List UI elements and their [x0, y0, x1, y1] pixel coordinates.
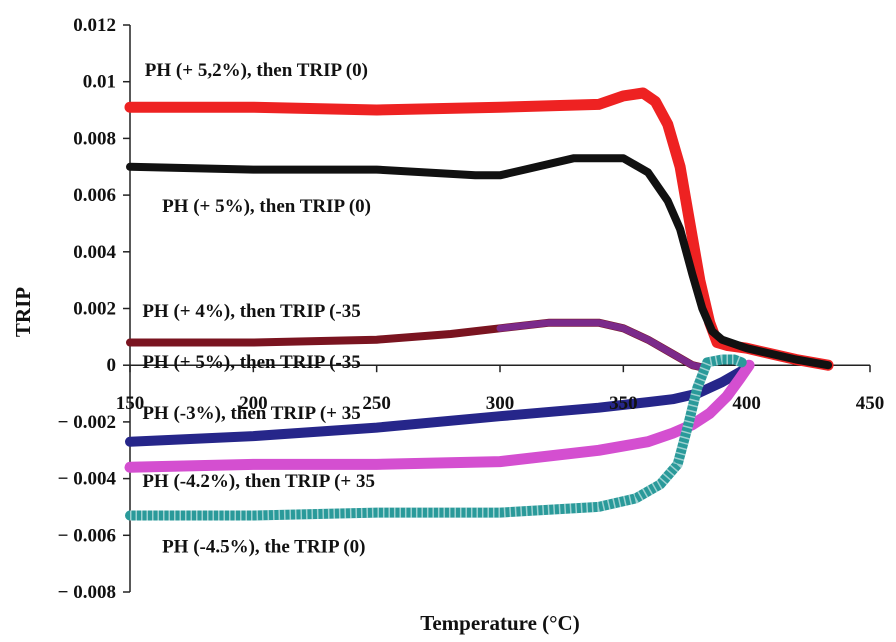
x-tick-label: 250 — [362, 393, 391, 414]
series-line-1 — [124, 87, 834, 371]
y-tick-label: − 0.008 — [58, 582, 116, 603]
series-line-6 — [124, 359, 755, 473]
series-annotation-4: PH (+ 5%), then TRIP (-35 — [142, 352, 360, 373]
series-line-5 — [125, 365, 747, 447]
y-tick-label: 0.008 — [73, 128, 116, 149]
series-line-7 — [125, 354, 747, 521]
x-axis-title: Temperature (°C) — [420, 611, 579, 635]
series-annotation-1: PH (+ 5,2%), then TRIP (0) — [145, 60, 368, 81]
y-tick-label: 0.004 — [73, 242, 116, 263]
x-tick-label: 200 — [239, 393, 268, 414]
annotation-layer: PH (+ 5,2%), then TRIP (0) PH (+ 5%), the… — [142, 60, 375, 557]
series-line-2 — [126, 154, 833, 370]
x-tick-label: 400 — [732, 393, 761, 414]
y-axis-title: TRIP — [11, 287, 35, 337]
series-annotation-6: PH (-4.2%), then TRIP (+ 35 — [142, 471, 375, 492]
y-tick-label: 0.002 — [73, 299, 116, 320]
series-annotation-7: PH (-4.5%), the TRIP (0) — [162, 536, 365, 557]
x-tick-label: 150 — [116, 393, 145, 414]
series-layer — [124, 87, 834, 521]
y-tick-label: 0.01 — [83, 72, 116, 93]
x-tick-label: 450 — [856, 393, 885, 414]
y-tick-label: − 0.002 — [58, 412, 116, 433]
x-tick-label: 300 — [486, 393, 515, 414]
series-line-4 — [496, 319, 709, 372]
y-tick-label: − 0.004 — [58, 469, 117, 490]
y-tick-label: − 0.006 — [58, 525, 116, 546]
series-annotation-5: PH (-3%), then TRIP (+ 35 — [142, 403, 360, 424]
y-tick-label: 0.006 — [73, 185, 116, 206]
series-annotation-2: PH (+ 5%), then TRIP (0) — [162, 196, 371, 217]
x-tick-label: 350 — [609, 393, 638, 414]
y-tick-label: 0.012 — [73, 15, 116, 36]
y-tick-label: 0 — [107, 355, 117, 376]
tick-label-layer: 0.012 0.01 0.008 0.006 0.004 0.002 0 − 0.002 − 0… — [58, 15, 885, 603]
series-annotation-3: PH (+ 4%), then TRIP (-35 — [142, 301, 360, 322]
